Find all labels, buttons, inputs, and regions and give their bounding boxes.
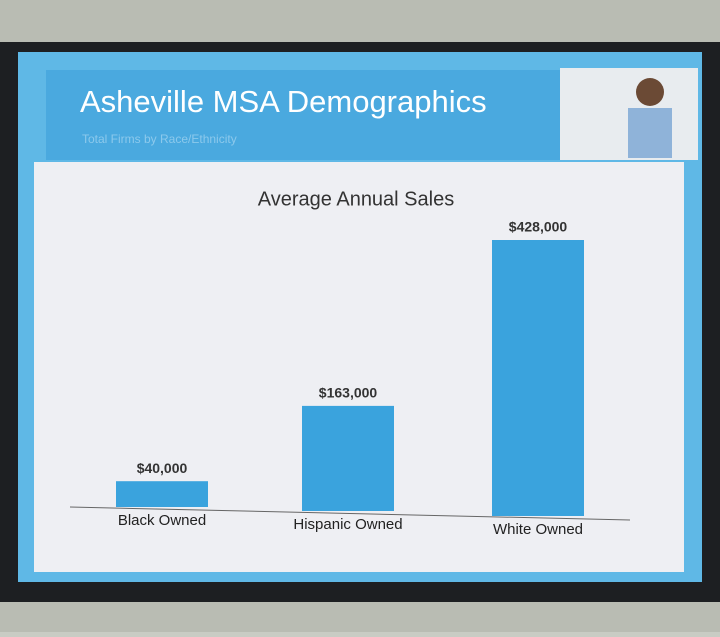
bar bbox=[116, 481, 208, 507]
bar bbox=[302, 405, 394, 511]
photo-person bbox=[636, 78, 664, 106]
chart-title: Average Annual Sales bbox=[258, 188, 454, 210]
x-tick-label: Hispanic Owned bbox=[293, 516, 402, 533]
bar bbox=[492, 240, 584, 516]
slide-subtitle: Total Firms by Race/Ethnicity bbox=[82, 132, 237, 146]
photo-person-body bbox=[628, 108, 672, 158]
data-label: $163,000 bbox=[319, 385, 378, 401]
x-tick-label: Black Owned bbox=[118, 512, 206, 529]
header-band bbox=[46, 70, 566, 160]
x-tick-label: White Owned bbox=[493, 521, 583, 538]
slide-title: Asheville MSA Demographics bbox=[80, 84, 487, 119]
data-label: $40,000 bbox=[137, 460, 188, 476]
data-label: $428,000 bbox=[509, 219, 568, 235]
baseline bbox=[69, 506, 631, 521]
